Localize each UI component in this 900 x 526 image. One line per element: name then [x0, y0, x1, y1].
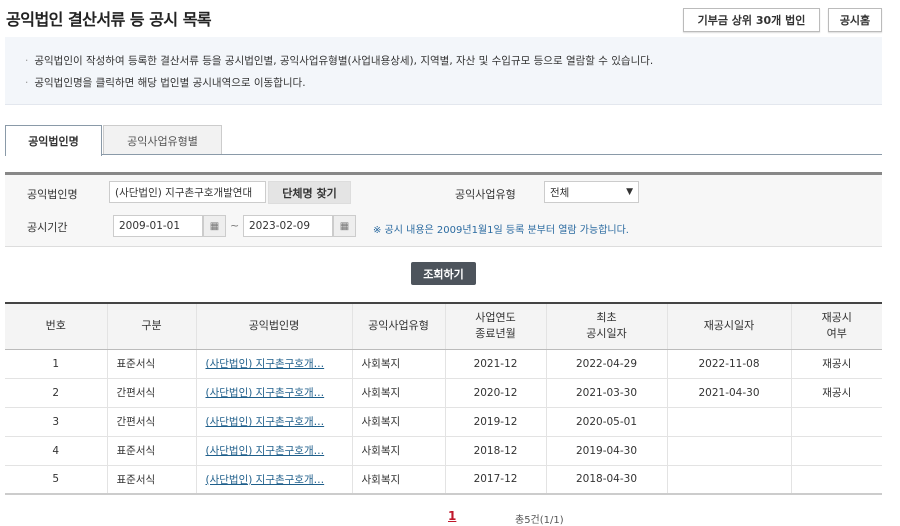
table-cell: (사단법인) 지구촌구호개…: [195, 378, 352, 408]
table-cell: [666, 436, 791, 466]
corp-name-label: 공익법인명: [27, 188, 78, 201]
column-header: 공익사업유형: [351, 303, 445, 350]
page-title: 공익법인 결산서류 등 공시 목록: [6, 10, 212, 29]
table-cell: 2021-03-30: [545, 378, 667, 408]
info-text: 공익법인명을 클릭하면 해당 법인별 공시내역으로 이동합니다.: [25, 75, 305, 90]
table-cell: [666, 407, 791, 437]
table-cell: 표준서식: [106, 349, 196, 379]
table-cell: 사회복지: [351, 349, 445, 379]
tab-corp-name[interactable]: 공익법인명: [5, 125, 102, 156]
table-cell: 재공시: [790, 378, 882, 408]
top30-button[interactable]: 기부금 상위 30개 법인: [683, 8, 820, 32]
table-cell: 사회복지: [351, 465, 445, 495]
table-cell: 1: [5, 349, 107, 379]
table-cell: 표준서식: [106, 436, 196, 466]
table-cell: 2020-12: [444, 378, 546, 408]
date-from-input[interactable]: 2009-01-01: [113, 215, 203, 237]
period-note: ※ 공시 내용은 2009년1월1일 등록 분부터 열람 가능합니다.: [373, 225, 629, 236]
table-cell: 4: [5, 436, 107, 466]
corp-name-link[interactable]: (사단법인) 지구촌구호개…: [205, 473, 325, 486]
home-button[interactable]: 공시홈: [828, 8, 882, 32]
table-cell: 간편서식: [106, 407, 196, 437]
table-cell: 2: [5, 378, 107, 408]
column-header: 공익법인명: [195, 303, 352, 350]
table-cell: 2017-12: [444, 465, 546, 495]
calendar-icon[interactable]: ▦: [333, 215, 356, 237]
corp-name-input[interactable]: (사단법인) 지구촌구호개발연대: [109, 181, 266, 203]
table-cell: 사회복지: [351, 378, 445, 408]
business-type-label: 공익사업유형: [455, 188, 516, 201]
column-header: 번호: [5, 303, 107, 350]
info-text: 공익법인이 작성하여 등록한 결산서류 등을 공시법인별, 공익사업유형별(사업…: [25, 53, 653, 68]
tab-divider: [5, 154, 882, 155]
table-cell: 2021-12: [444, 349, 546, 379]
table-cell: 2019-12: [444, 407, 546, 437]
date-to-input[interactable]: 2023-02-09: [243, 215, 333, 237]
business-type-select[interactable]: 전체 ▼: [544, 181, 639, 203]
table-cell: 2019-04-30: [545, 436, 667, 466]
table-cell: 사회복지: [351, 436, 445, 466]
table-cell: (사단법인) 지구촌구호개…: [195, 436, 352, 466]
results-table: 번호 구분 공익법인명 공익사업유형 사업연도 종료년월 최초 공시일자 재공시일자 재공시 여부 …: [5, 302, 882, 495]
corp-name-link[interactable]: (사단법인) 지구촌구호개…: [205, 358, 325, 370]
table-cell: 표준서식: [106, 465, 196, 495]
info-box: 공익법인이 작성하여 등록한 결산서류 등을 공시법인별, 공익사업유형별(사업…: [5, 37, 882, 105]
period-label: 공시기간: [27, 221, 68, 234]
table-cell: 2020-05-01: [545, 407, 667, 437]
table-cell: 사회복지: [351, 407, 445, 437]
table-cell: 2021-04-30: [666, 378, 791, 408]
column-header: 구분: [106, 303, 196, 350]
column-header: 재공시 여부: [790, 303, 882, 350]
total-count: 총5건(1/1): [515, 515, 564, 526]
table-row: 5 표준서식 (사단법인) 지구촌구호개… 사회복지 2017-12 2018-04-30: [5, 465, 882, 495]
table-row: 4 표준서식 (사단법인) 지구촌구호개… 사회복지 2018-12 2019-04-30: [5, 436, 882, 466]
table-cell: 3: [5, 407, 107, 437]
table-cell: (사단법인) 지구촌구호개…: [195, 407, 352, 437]
table-row: 1 표준서식 (사단법인) 지구촌구호개… 사회복지 2021-12 2022-04-29…: [5, 349, 882, 379]
table-cell: (사단법인) 지구촌구호개…: [195, 465, 352, 495]
business-type-value: 전체: [550, 186, 570, 199]
corp-name-link[interactable]: (사단법인) 지구촌구호개…: [205, 387, 325, 399]
table-cell: [666, 465, 791, 495]
table-cell: 재공시: [790, 349, 882, 379]
table-row: 3 간편서식 (사단법인) 지구촌구호개… 사회복지 2019-12 2020-05-01: [5, 407, 882, 437]
date-separator: ~: [230, 219, 240, 232]
table-cell: [790, 465, 882, 495]
find-corp-button[interactable]: 단체명 찾기: [268, 181, 351, 204]
table-cell: 2022-04-29: [545, 349, 667, 379]
table-cell: 5: [5, 465, 107, 495]
table-cell: 2022-11-08: [666, 349, 791, 379]
column-header: 사업연도 종료년월: [444, 303, 546, 350]
column-header: 최초 공시일자: [545, 303, 667, 350]
table-cell: 2018-04-30: [545, 465, 667, 495]
table-cell: 2018-12: [444, 436, 546, 466]
tab-business-type[interactable]: 공익사업유형별: [103, 125, 222, 155]
search-button[interactable]: 조회하기: [411, 262, 476, 285]
table-cell: 간편서식: [106, 378, 196, 408]
table-cell: (사단법인) 지구촌구호개…: [195, 349, 352, 379]
calendar-icon[interactable]: ▦: [203, 215, 226, 237]
column-header: 재공시일자: [666, 303, 791, 350]
corp-name-link[interactable]: (사단법인) 지구촌구호개…: [205, 445, 325, 457]
chevron-down-icon: ▼: [626, 187, 633, 197]
table-cell: [790, 436, 882, 466]
table-row: 2 간편서식 (사단법인) 지구촌구호개… 사회복지 2020-12 2021-03-30…: [5, 378, 882, 408]
page-1-link[interactable]: 1: [448, 509, 457, 523]
corp-name-link[interactable]: (사단법인) 지구촌구호개…: [205, 416, 325, 428]
table-cell: [790, 407, 882, 437]
